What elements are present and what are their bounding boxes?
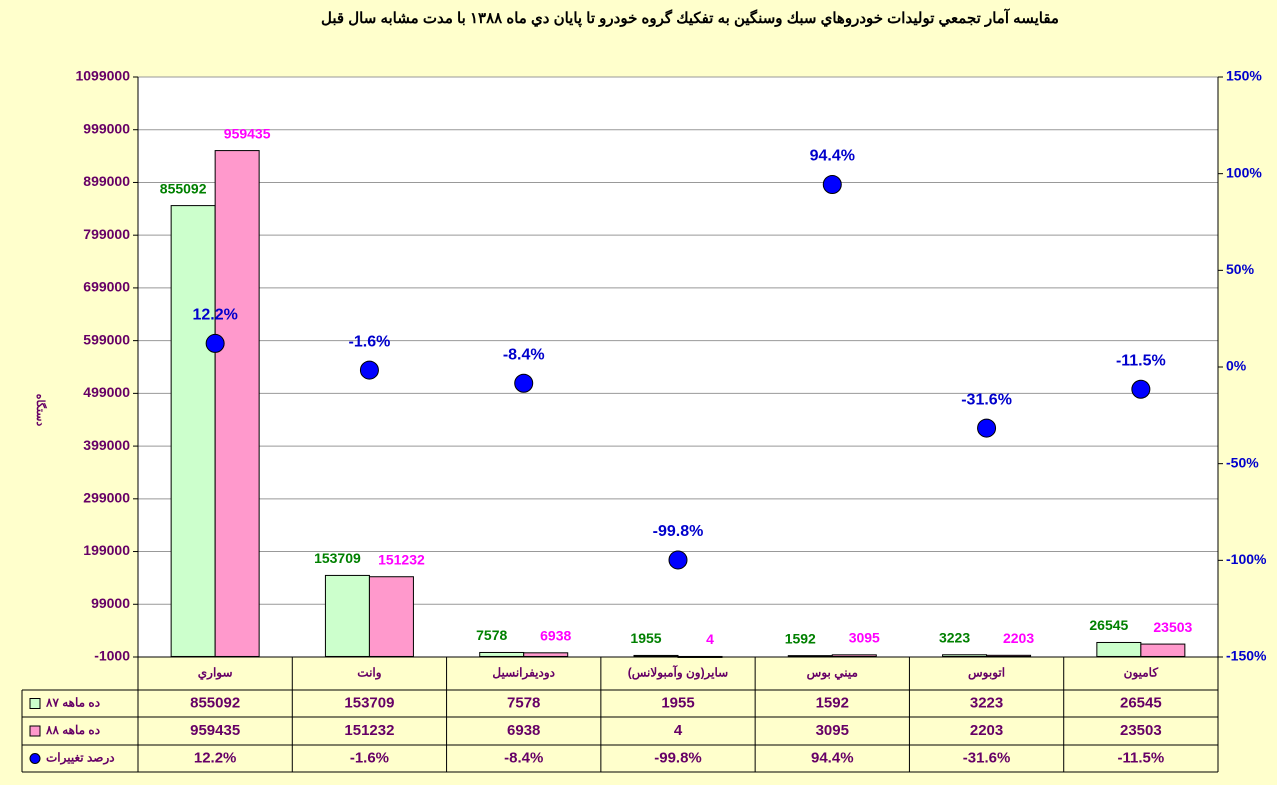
x-tick-label: سواري (198, 666, 233, 681)
y-tick-label: 699000 (83, 279, 130, 295)
y2-tick-label: 100% (1226, 164, 1262, 180)
data-label: 855092 (160, 180, 207, 196)
table-cell: 959435 (190, 722, 240, 739)
table-cell: 2203 (970, 722, 1003, 739)
y-tick-label: 299000 (83, 490, 130, 506)
bar (986, 654, 1032, 657)
point (205, 333, 225, 353)
legend-key (29, 753, 41, 764)
data-label: -1.6% (349, 333, 391, 350)
legend-key (29, 698, 41, 709)
data-label: 153709 (314, 550, 361, 566)
y-tick-label: 1099000 (75, 68, 130, 84)
point (977, 418, 997, 438)
data-label: -8.4% (503, 346, 545, 363)
table-cell: -31.6% (963, 749, 1011, 766)
x-tick-label: ساير(ون وآمبولانس) (628, 664, 728, 681)
chart-title: مقايسه آمار تجمعي توليدات خودروهاي سبك و… (321, 8, 1059, 28)
bar (479, 651, 525, 657)
data-label: 26545 (1089, 617, 1128, 633)
data-label: 12.2% (192, 307, 237, 324)
legend-key (29, 725, 41, 737)
bar (214, 150, 260, 657)
y-tick-label: 899000 (83, 173, 130, 189)
y-tick-label: 199000 (83, 542, 130, 558)
table-cell: 6938 (507, 722, 540, 739)
data-label: 94.4% (810, 148, 855, 165)
y2-tick-label: -150% (1226, 648, 1267, 664)
point (822, 174, 842, 194)
y-tick-label: -1000 (94, 648, 130, 664)
y-tick-label: 799000 (83, 226, 130, 242)
data-label: 6938 (540, 628, 571, 644)
data-label: 3095 (849, 630, 880, 646)
point (359, 360, 379, 380)
table-cell: -11.5% (1118, 749, 1165, 766)
point (514, 373, 534, 393)
data-label: 4 (706, 631, 714, 647)
bar (170, 205, 216, 657)
table-cell: 23503 (1120, 722, 1162, 739)
data-label: 959435 (224, 125, 271, 141)
data-label: 3223 (939, 629, 970, 645)
bar (324, 574, 370, 657)
bar (633, 654, 679, 657)
table-cell: 1955 (661, 694, 694, 711)
bar (942, 654, 988, 657)
legend-label: درصد تغييرات (46, 751, 115, 766)
data-label: 7578 (476, 627, 507, 643)
data-label: -31.6% (961, 391, 1012, 408)
y2-tick-label: -50% (1226, 454, 1259, 470)
bar (368, 576, 414, 657)
data-label: -99.8% (653, 523, 704, 540)
x-tick-label: كاميون (1124, 666, 1159, 681)
x-tick-label: دوديفرانسيل (492, 666, 555, 681)
plot-area (138, 77, 1218, 657)
y-axis-label: دستگاه (34, 394, 48, 427)
bar (523, 652, 569, 657)
y2-tick-label: 50% (1226, 261, 1255, 277)
y-tick-label: 499000 (83, 384, 130, 400)
y2-tick-label: 150% (1226, 68, 1262, 84)
bar (831, 654, 877, 657)
table-cell: 94.4% (811, 749, 854, 766)
table-cell: 7578 (507, 694, 540, 711)
y2-tick-label: -100% (1226, 551, 1267, 567)
table-cell: 3223 (970, 694, 1003, 711)
y-tick-label: 599000 (83, 331, 130, 347)
x-tick-label: ميني بوس (807, 666, 858, 681)
bar (1140, 643, 1186, 657)
legend-label: ده ماهه ۸۸ (45, 723, 100, 737)
table-cell: -8.4% (504, 749, 543, 766)
x-tick-label: وانت (357, 666, 381, 681)
data-label: -11.5% (1116, 352, 1166, 369)
y-tick-label: 99000 (91, 595, 130, 611)
y2-tick-label: 0% (1226, 358, 1247, 374)
point (668, 550, 688, 570)
table-cell: 855092 (190, 694, 240, 711)
legend-label: ده ماهه ۸۷ (45, 696, 100, 710)
data-label: 2203 (1003, 630, 1034, 646)
data-label: 23503 (1153, 619, 1192, 635)
data-label: 1955 (630, 630, 661, 646)
table-cell: 12.2% (194, 749, 237, 766)
point (1131, 379, 1151, 399)
table-cell: 151232 (344, 722, 394, 739)
data-label: 1592 (785, 630, 816, 646)
bar (1096, 641, 1142, 657)
table-cell: 1592 (816, 694, 849, 711)
y-tick-label: 399000 (83, 437, 130, 453)
table-cell: -1.6% (350, 749, 389, 766)
y-tick-label: 999000 (83, 120, 130, 136)
table-cell: -99.8% (654, 749, 702, 766)
table-cell: 26545 (1120, 694, 1162, 711)
data-label: 151232 (378, 551, 425, 567)
x-tick-label: اتوبوس (968, 666, 1005, 681)
bar (787, 655, 833, 658)
table-cell: 3095 (816, 722, 849, 739)
table-cell: 153709 (344, 694, 394, 711)
table-cell: 4 (674, 722, 683, 739)
